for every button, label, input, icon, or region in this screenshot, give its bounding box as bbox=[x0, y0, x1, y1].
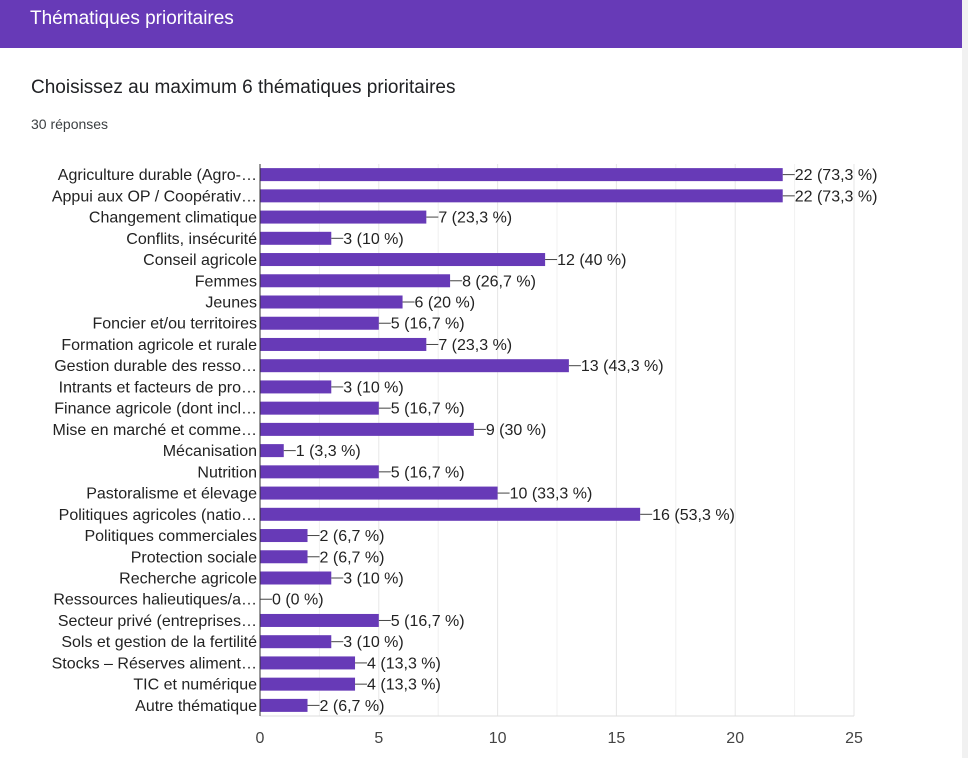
bar bbox=[260, 337, 427, 351]
value-label: 22 (73,3 %) bbox=[795, 188, 878, 205]
category-label: Gestion durable des resso… bbox=[54, 358, 257, 375]
category-label: Mise en marché et comme… bbox=[52, 422, 257, 439]
x-tick-label: 10 bbox=[489, 730, 507, 747]
bar bbox=[260, 168, 783, 182]
value-label: 16 (53,3 %) bbox=[652, 507, 735, 524]
category-label: Pastoralisme et élevage bbox=[86, 486, 257, 503]
value-label: 9 (30 %) bbox=[486, 422, 546, 439]
bar bbox=[260, 231, 332, 245]
value-label: 7 (23,3 %) bbox=[438, 337, 512, 354]
value-label: 3 (10 %) bbox=[343, 571, 403, 588]
bar bbox=[260, 529, 308, 543]
bar bbox=[260, 677, 356, 691]
value-label: 5 (16,7 %) bbox=[391, 613, 465, 630]
bar bbox=[260, 613, 379, 627]
category-label: Conflits, insécurité bbox=[126, 231, 257, 248]
value-label: 1 (3,3 %) bbox=[296, 443, 361, 460]
bar bbox=[260, 274, 451, 288]
category-label: Foncier et/ou territoires bbox=[92, 316, 257, 333]
question-title: Choisissez au maximum 6 thématiques prio… bbox=[31, 77, 456, 98]
value-label: 7 (23,3 %) bbox=[438, 210, 512, 227]
response-count: 30 réponses bbox=[31, 116, 109, 132]
category-label: Agriculture durable (Agro-… bbox=[58, 167, 257, 184]
bar bbox=[260, 571, 332, 585]
bar bbox=[260, 210, 427, 224]
value-label: 4 (13,3 %) bbox=[367, 655, 441, 672]
x-tick-label: 15 bbox=[608, 730, 626, 747]
value-label: 2 (6,7 %) bbox=[320, 528, 385, 545]
category-label: Protection sociale bbox=[131, 549, 257, 566]
x-tick-label: 5 bbox=[374, 730, 383, 747]
bar bbox=[260, 295, 403, 309]
x-tick-label: 25 bbox=[845, 730, 863, 747]
category-label: Autre thématique bbox=[135, 698, 257, 715]
value-label: 3 (10 %) bbox=[343, 634, 403, 651]
bar bbox=[260, 189, 783, 203]
bar bbox=[260, 316, 379, 330]
value-label: 8 (26,7 %) bbox=[462, 273, 536, 290]
value-label: 10 (33,3 %) bbox=[510, 486, 593, 503]
value-label: 2 (6,7 %) bbox=[320, 549, 385, 566]
category-label: Conseil agricole bbox=[143, 252, 257, 269]
category-label: Intrants et facteurs de pro… bbox=[59, 379, 257, 396]
category-label: TIC et numérique bbox=[133, 677, 257, 694]
section-header: Thématiques prioritaires bbox=[0, 0, 962, 48]
category-label: Nutrition bbox=[197, 464, 257, 481]
bar bbox=[260, 444, 284, 458]
value-label: 5 (16,7 %) bbox=[391, 401, 465, 418]
value-label: 3 (10 %) bbox=[343, 379, 403, 396]
value-label: 5 (16,7 %) bbox=[391, 316, 465, 333]
bar bbox=[260, 635, 332, 649]
section-title: Thématiques prioritaires bbox=[30, 8, 234, 29]
value-label: 6 (20 %) bbox=[415, 295, 475, 312]
bar bbox=[260, 380, 332, 394]
category-label: Mécanisation bbox=[163, 443, 257, 460]
value-label: 4 (13,3 %) bbox=[367, 677, 441, 694]
category-label: Politiques commerciales bbox=[84, 528, 257, 545]
category-label: Finance agricole (dont incl… bbox=[54, 401, 257, 418]
category-label: Changement climatique bbox=[89, 210, 257, 227]
category-label: Jeunes bbox=[205, 295, 257, 312]
category-label: Appui aux OP / Coopérativ… bbox=[52, 188, 257, 205]
bar bbox=[260, 401, 379, 415]
value-label: 13 (43,3 %) bbox=[581, 358, 664, 375]
value-label: 2 (6,7 %) bbox=[320, 698, 385, 715]
category-label: Stocks – Réserves aliment… bbox=[52, 655, 257, 672]
category-label: Secteur privé (entreprises… bbox=[58, 613, 257, 630]
bar bbox=[260, 422, 474, 436]
category-label: Formation agricole et rurale bbox=[61, 337, 257, 354]
bar bbox=[260, 656, 356, 670]
category-label: Femmes bbox=[195, 273, 257, 290]
value-label: 12 (40 %) bbox=[557, 252, 626, 269]
value-label: 5 (16,7 %) bbox=[391, 464, 465, 481]
x-tick-label: 20 bbox=[726, 730, 744, 747]
category-label: Politiques agricoles (natio… bbox=[59, 507, 257, 524]
category-label: Ressources halieutiques/a… bbox=[53, 592, 257, 609]
x-tick-label: 0 bbox=[256, 730, 265, 747]
scrollbar-track[interactable] bbox=[962, 0, 968, 758]
category-label: Recherche agricole bbox=[119, 571, 257, 588]
value-label: 22 (73,3 %) bbox=[795, 167, 878, 184]
value-label: 0 (0 %) bbox=[272, 592, 324, 609]
bar bbox=[260, 698, 308, 712]
bar bbox=[260, 253, 546, 267]
value-label: 3 (10 %) bbox=[343, 231, 403, 248]
bar bbox=[260, 465, 379, 479]
bar bbox=[260, 359, 569, 373]
bar bbox=[260, 507, 641, 521]
bar bbox=[260, 486, 498, 500]
category-label: Sols et gestion de la fertilité bbox=[61, 634, 257, 651]
bar bbox=[260, 550, 308, 564]
